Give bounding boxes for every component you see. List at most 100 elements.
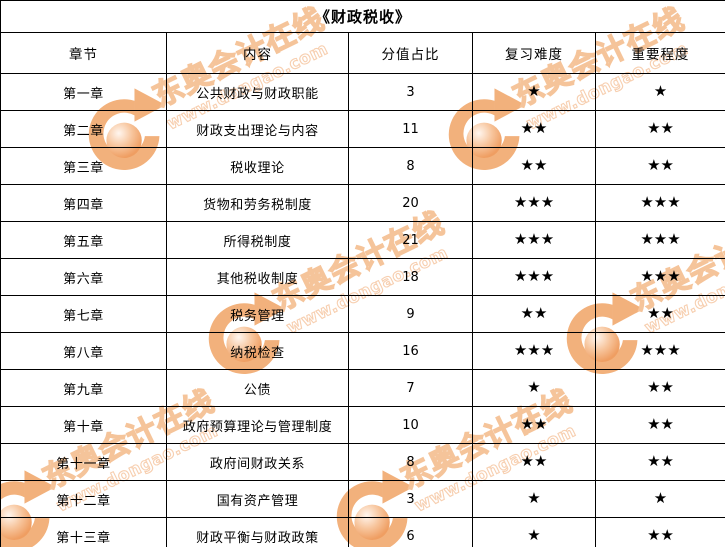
cell-content: 所得税制度 <box>166 221 349 259</box>
table-row: 第十一章 政府间财政关系 8 ★★ ★★ <box>0 443 725 481</box>
cell-importance-rating: ★★★ <box>594 258 725 296</box>
cell-content: 税务管理 <box>166 295 349 333</box>
column-header-content: 内容 <box>166 32 349 74</box>
cell-difficulty-rating: ★★ <box>472 443 596 481</box>
cell-chapter: 第三章 <box>0 147 167 185</box>
cell-chapter: 第十一章 <box>0 443 167 481</box>
table-row: 第十二章 国有资产管理 3 ★ ★ <box>0 480 725 518</box>
cell-content: 财政平衡与财政政策 <box>166 517 349 547</box>
table-row: 第九章 公债 7 ★ ★★ <box>0 369 725 407</box>
table-row: 第四章 货物和劳务税制度 20 ★★★ ★★★ <box>0 184 725 222</box>
table-row: 第六章 其他税收制度 18 ★★★ ★★★ <box>0 258 725 296</box>
cell-score: 9 <box>348 295 473 333</box>
cell-chapter: 第八章 <box>0 332 167 370</box>
star-rating-icon: ★★ <box>647 119 674 137</box>
cell-score: 18 <box>348 258 473 296</box>
star-rating-icon: ★ <box>653 82 668 100</box>
title-row: 《财政税收》 <box>0 0 725 33</box>
star-rating-icon: ★ <box>527 378 541 396</box>
cell-score: 10 <box>348 406 473 444</box>
star-rating-icon: ★ <box>527 526 541 544</box>
table-row: 第一章 公共财政与财政职能 3 ★ ★ <box>0 73 725 111</box>
cell-score: 8 <box>348 443 473 481</box>
cell-score: 8 <box>348 147 473 185</box>
cell-importance-rating: ★★ <box>594 110 725 148</box>
star-rating-icon: ★★ <box>647 304 674 322</box>
cell-importance-rating: ★★★ <box>594 332 725 370</box>
table-row: 第十三章 财政平衡与财政政策 6 ★ ★★ <box>0 517 725 547</box>
cell-score: 6 <box>348 517 473 547</box>
column-header-chapter: 章节 <box>0 32 167 74</box>
table-row: 第三章 税收理论 8 ★★ ★★ <box>0 147 725 185</box>
cell-difficulty-rating: ★★★ <box>472 184 596 222</box>
cell-difficulty-rating: ★ <box>472 480 596 518</box>
cell-difficulty-rating: ★★ <box>472 147 596 185</box>
cell-score: 7 <box>348 369 473 407</box>
column-header-difficulty: 复习难度 <box>472 32 596 74</box>
cell-score: 3 <box>348 73 473 111</box>
star-rating-icon: ★★ <box>647 526 674 544</box>
cell-importance-rating: ★★ <box>594 369 725 407</box>
cell-difficulty-rating: ★ <box>472 517 596 547</box>
cell-content: 政府预算理论与管理制度 <box>166 406 349 444</box>
star-rating-icon: ★★ <box>520 119 548 137</box>
table-row: 第十章 政府预算理论与管理制度 10 ★★ ★★ <box>0 406 725 444</box>
cell-importance-rating: ★★ <box>594 295 725 333</box>
cell-importance-rating: ★★★ <box>594 221 725 259</box>
cell-score: 11 <box>348 110 473 148</box>
cell-score: 20 <box>348 184 473 222</box>
star-rating-icon: ★★ <box>647 452 674 470</box>
table-row: 第五章 所得税制度 21 ★★★ ★★★ <box>0 221 725 259</box>
cell-difficulty-rating: ★★ <box>472 295 596 333</box>
cell-score: 21 <box>348 221 473 259</box>
star-rating-icon: ★ <box>653 489 668 507</box>
cell-content: 公债 <box>166 369 349 407</box>
star-rating-icon: ★★★ <box>640 230 681 248</box>
cell-importance-rating: ★★ <box>594 147 725 185</box>
star-rating-icon: ★★ <box>520 452 548 470</box>
star-rating-icon: ★★ <box>647 156 674 174</box>
cell-importance-rating: ★ <box>594 73 725 111</box>
cell-difficulty-rating: ★★★ <box>472 258 596 296</box>
page-title: 《财政税收》 <box>0 0 725 33</box>
cell-content: 政府间财政关系 <box>166 443 349 481</box>
cell-score: 16 <box>348 332 473 370</box>
cell-chapter: 第十二章 <box>0 480 167 518</box>
cell-chapter: 第五章 <box>0 221 167 259</box>
cell-difficulty-rating: ★★ <box>472 110 596 148</box>
star-rating-icon: ★ <box>527 82 541 100</box>
cell-chapter: 第一章 <box>0 73 167 111</box>
cell-chapter: 第九章 <box>0 369 167 407</box>
star-rating-icon: ★★★ <box>513 193 555 211</box>
cell-content: 税收理论 <box>166 147 349 185</box>
cell-difficulty-rating: ★★ <box>472 406 596 444</box>
star-rating-icon: ★★ <box>647 415 674 433</box>
table-row: 第八章 纳税检查 16 ★★★ ★★★ <box>0 332 725 370</box>
cell-content: 国有资产管理 <box>166 480 349 518</box>
cell-score: 3 <box>348 480 473 518</box>
cell-importance-rating: ★ <box>594 480 725 518</box>
cell-importance-rating: ★★ <box>594 406 725 444</box>
star-rating-icon: ★★ <box>520 304 548 322</box>
cell-content: 纳税检查 <box>166 332 349 370</box>
column-header-score: 分值占比 <box>348 32 473 74</box>
star-rating-icon: ★★ <box>520 156 548 174</box>
cell-importance-rating: ★★ <box>594 443 725 481</box>
cell-content: 其他税收制度 <box>166 258 349 296</box>
cell-content: 公共财政与财政职能 <box>166 73 349 111</box>
cell-chapter: 第二章 <box>0 110 167 148</box>
star-rating-icon: ★★★ <box>640 341 681 359</box>
cell-chapter: 第六章 <box>0 258 167 296</box>
cell-chapter: 第十三章 <box>0 517 167 547</box>
cell-difficulty-rating: ★★★ <box>472 221 596 259</box>
cell-difficulty-rating: ★★★ <box>472 332 596 370</box>
column-header-importance: 重要程度 <box>594 32 725 74</box>
cell-importance-rating: ★★★ <box>594 184 725 222</box>
cell-chapter: 第七章 <box>0 295 167 333</box>
table-row: 第七章 税务管理 9 ★★ ★★ <box>0 295 725 333</box>
cell-difficulty-rating: ★ <box>472 369 596 407</box>
cell-content: 货物和劳务税制度 <box>166 184 349 222</box>
